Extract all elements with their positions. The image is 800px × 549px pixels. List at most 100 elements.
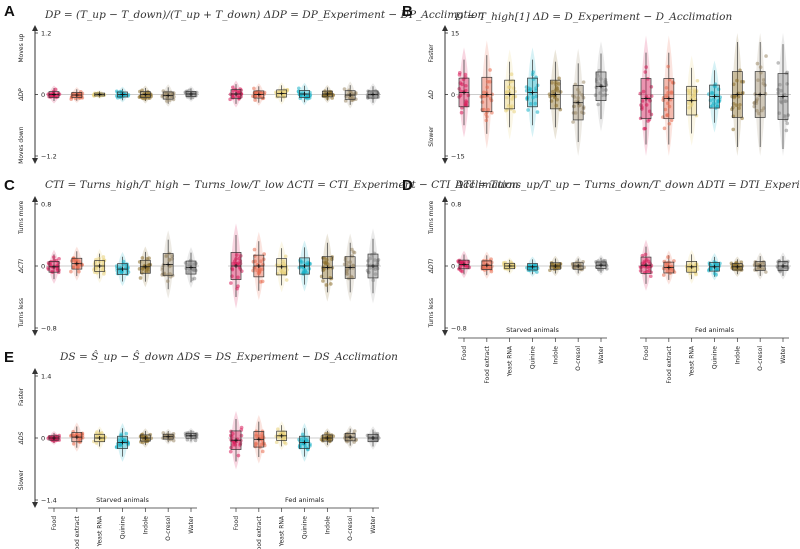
data-point [237, 96, 241, 101]
data-point [252, 86, 256, 91]
data-point [557, 82, 561, 86]
data-point [350, 437, 354, 441]
panel-e-category-label: Indole [142, 516, 149, 535]
category-food-extract [251, 83, 267, 106]
data-point [764, 270, 768, 274]
data-point [780, 100, 784, 105]
data-point [665, 113, 670, 117]
data-point [486, 107, 490, 112]
data-point [480, 94, 485, 99]
data-point [643, 252, 648, 257]
category-indole [137, 85, 153, 104]
data-point [600, 88, 605, 92]
category-indole [138, 428, 153, 448]
data-point [185, 437, 190, 442]
category-yeast-rna [91, 89, 107, 100]
data-point [368, 256, 373, 261]
category-quinine [525, 256, 540, 278]
data-point [481, 90, 486, 95]
data-point [258, 259, 263, 264]
data-point [482, 107, 486, 112]
data-point [667, 104, 672, 109]
data-point [785, 121, 790, 126]
data-point [643, 126, 648, 131]
data-point [228, 449, 233, 454]
mean-marker [166, 93, 171, 98]
category-quinine [114, 252, 131, 287]
mean-marker [553, 92, 558, 97]
mean-marker [507, 92, 512, 97]
data-point [165, 99, 169, 103]
category-o-cresol [570, 255, 586, 277]
data-point [528, 101, 533, 106]
y-tick-label: 0.8 [41, 201, 51, 209]
category-indole [729, 256, 745, 278]
y-tick-label: 0 [41, 91, 45, 99]
data-point [716, 99, 720, 103]
panel-d-category-label: Yeast RNA [689, 345, 696, 377]
y-label-high: Turns more [428, 200, 435, 235]
data-point [484, 118, 489, 123]
data-point [459, 260, 464, 264]
y-label-mid: ΔD [428, 90, 435, 100]
data-point [303, 445, 308, 450]
category-food-extract [69, 422, 85, 452]
data-point [534, 88, 538, 93]
data-point [555, 86, 560, 91]
data-point [667, 121, 672, 126]
data-point [457, 71, 462, 75]
data-point [731, 101, 736, 106]
panel-e-category-label: Indole [324, 516, 331, 535]
arrow-down-icon [32, 158, 38, 164]
data-point [231, 261, 235, 266]
category-quinine [297, 240, 313, 292]
data-point [640, 253, 645, 258]
mean-marker [325, 436, 330, 440]
data-point [661, 273, 666, 277]
mean-marker [143, 436, 148, 440]
data-point [237, 256, 242, 261]
mean-marker [166, 434, 171, 439]
data-point [138, 89, 142, 94]
mean-marker [302, 440, 307, 445]
data-point [757, 111, 761, 116]
data-point [301, 94, 305, 98]
arrow-down-icon [442, 158, 448, 164]
data-point [596, 102, 601, 107]
panel-e-category-label: O-cresol [165, 516, 172, 541]
data-point [140, 256, 145, 260]
data-point [644, 103, 649, 107]
data-point [167, 258, 172, 262]
panel-d-category-label: Water [598, 345, 605, 363]
y-tick-label: 0 [451, 91, 455, 99]
data-point [731, 82, 736, 87]
y-label-mid: ΔCTI [18, 259, 25, 274]
data-point [575, 260, 579, 265]
data-point [638, 265, 643, 269]
category-water [183, 427, 199, 444]
mean-marker [530, 90, 535, 95]
category-yeast-rna [501, 257, 517, 275]
data-point [257, 434, 262, 439]
data-point [164, 253, 169, 258]
panel-letter: E [4, 349, 14, 366]
data-point [504, 108, 508, 113]
data-point [343, 99, 348, 103]
y-label-low: Slower [428, 126, 435, 147]
mean-marker [576, 100, 581, 105]
data-point [55, 268, 60, 272]
data-point [297, 437, 301, 442]
data-point [183, 261, 188, 265]
data-point [171, 438, 176, 443]
data-point [254, 432, 259, 437]
panel-d-category-label: Food [461, 346, 468, 361]
mean-marker [52, 92, 56, 97]
category-yeast-rna [685, 249, 700, 284]
data-point [168, 272, 172, 276]
panel-a: A DP = (T_up − T_down)/(T_up + T_down) ΔD… [4, 3, 484, 164]
data-point [352, 429, 357, 433]
data-point [276, 427, 280, 431]
data-point [600, 93, 605, 98]
data-point [533, 101, 538, 106]
mean-marker [781, 264, 785, 268]
